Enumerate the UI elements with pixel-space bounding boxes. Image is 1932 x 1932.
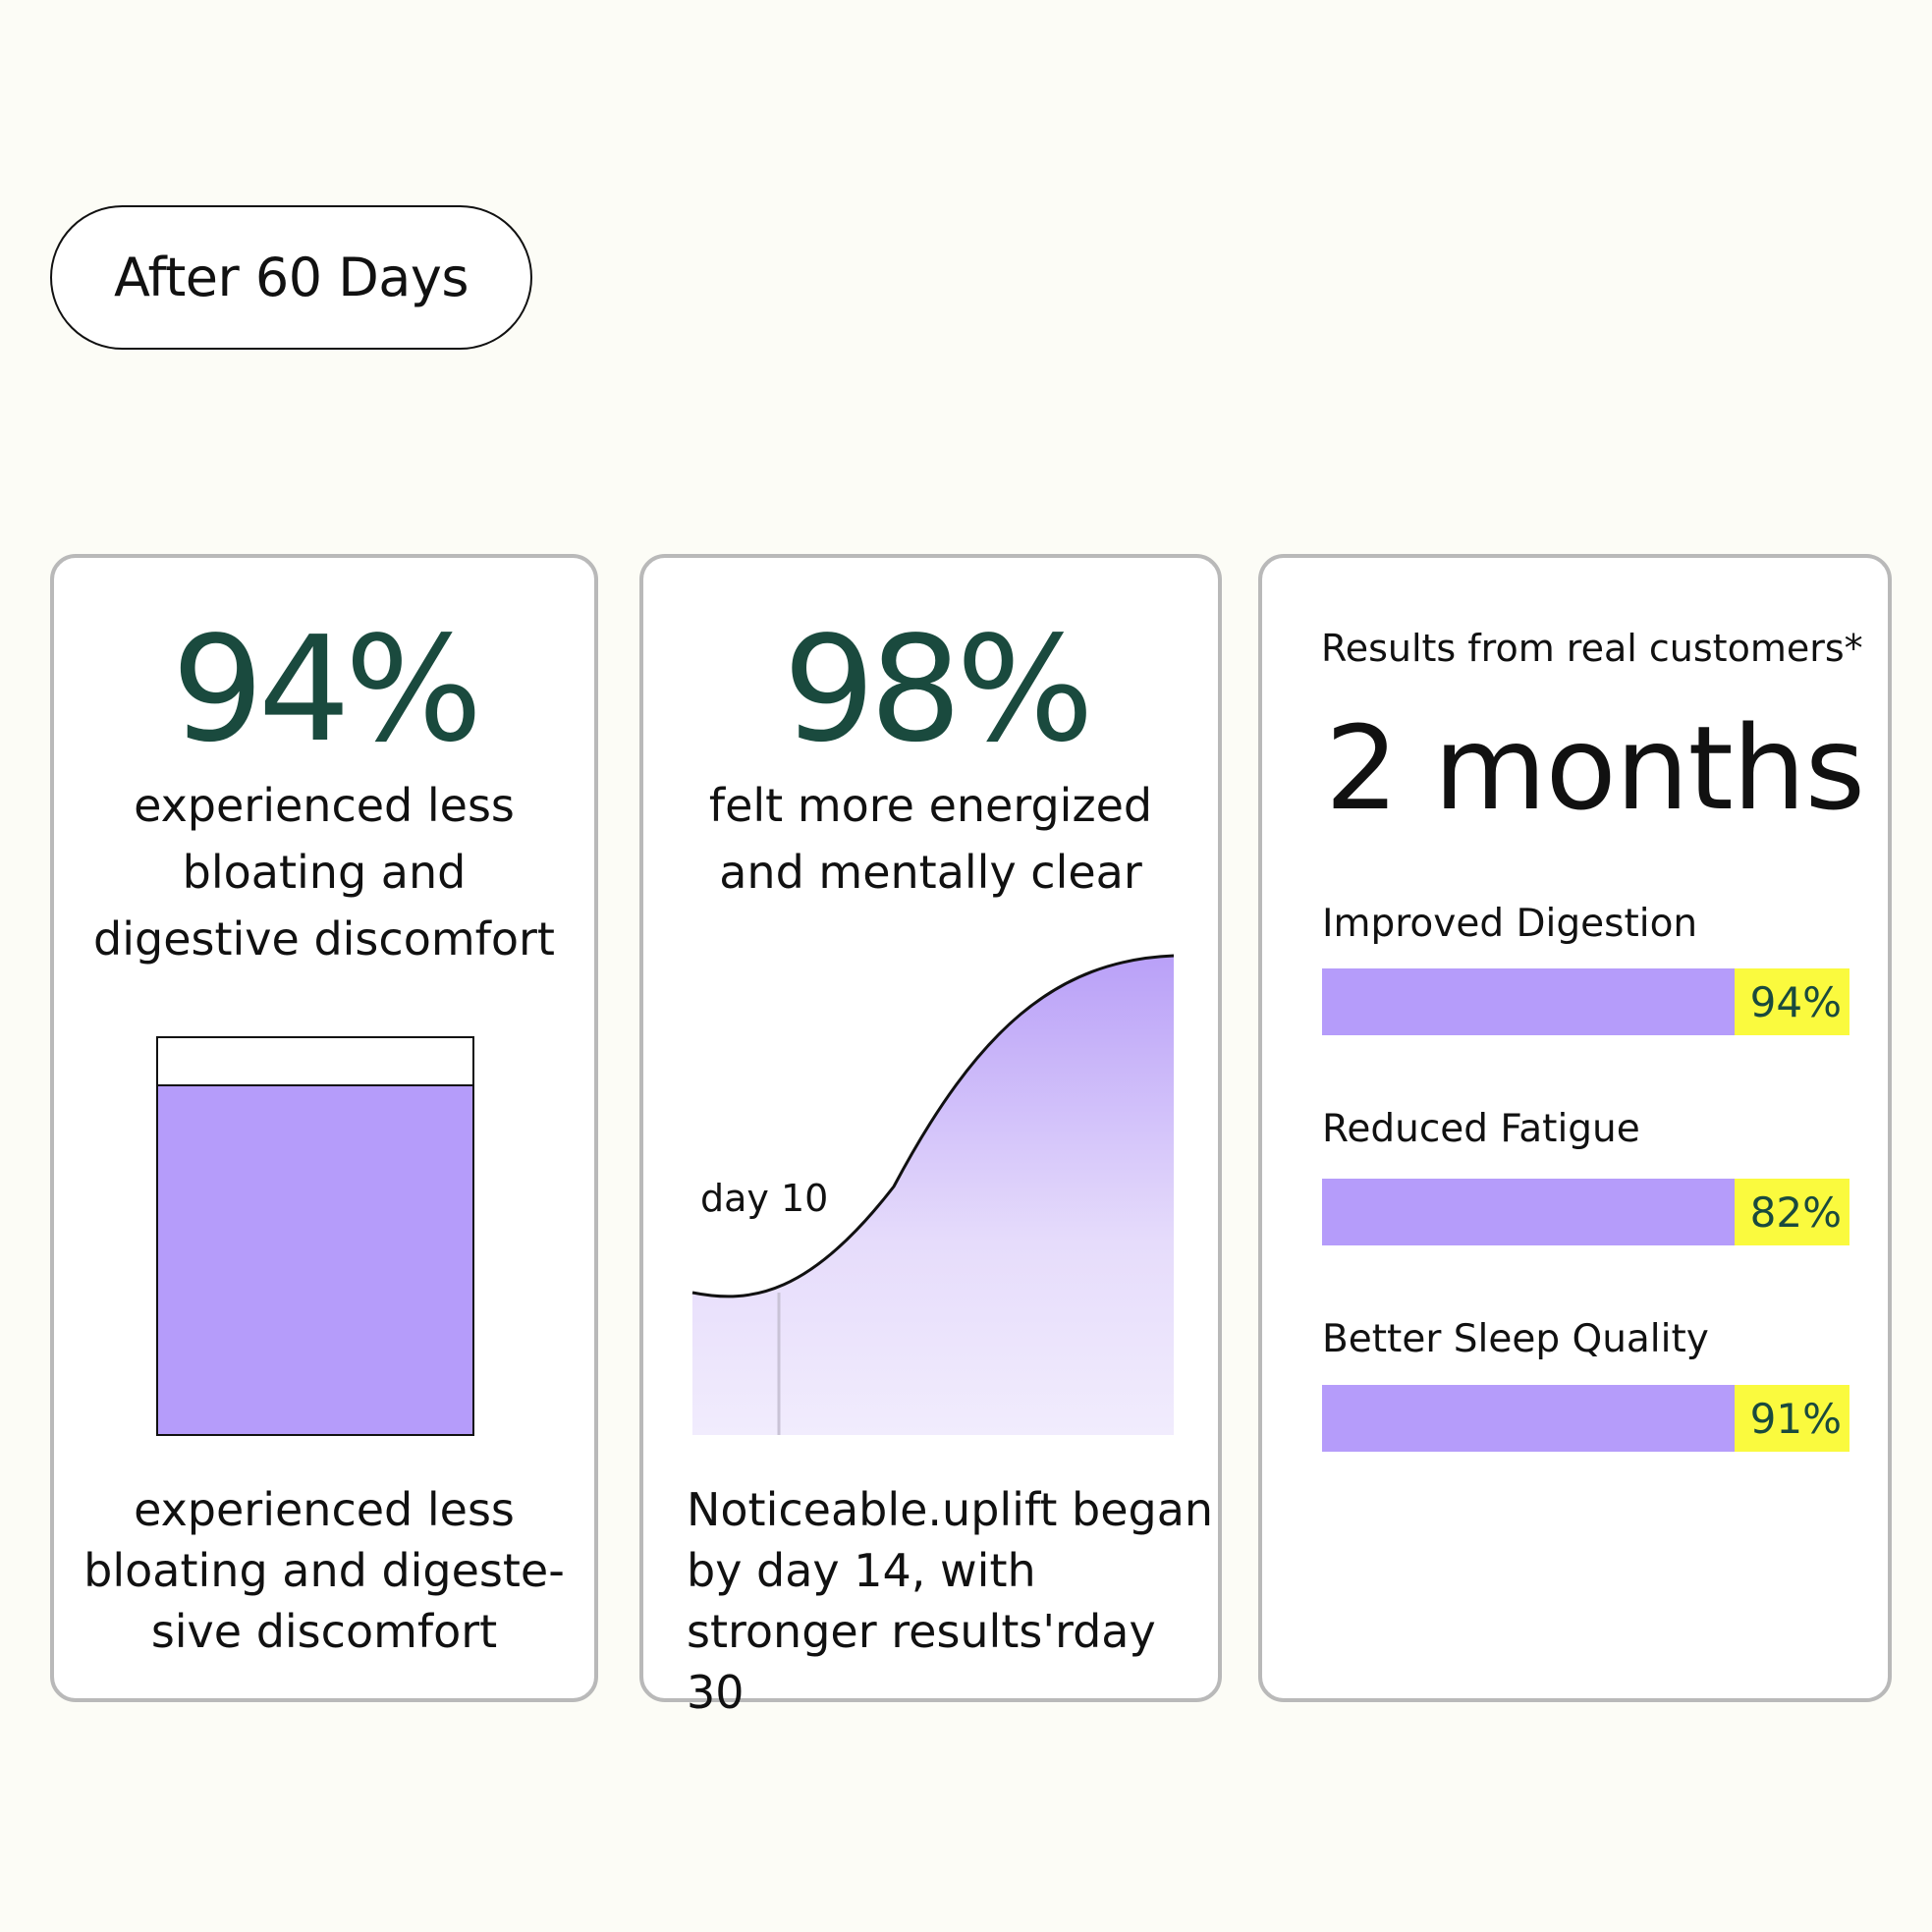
metric-label: Reduced Fatigue [1322,1107,1640,1151]
card2-description-line: felt more energized [708,779,1153,832]
metric-label: Improved Digestion [1322,902,1698,946]
card2-footer-line: Noticeable.uplift began [687,1483,1214,1536]
card1-description: experienced less bloating and digestive … [54,772,594,972]
energy-curve-area [692,956,1174,1435]
metric-value: 82% [1735,1179,1849,1245]
glass-fill-level [156,1084,474,1436]
customer-results-card: Results from real customers* 2 months Im… [1258,554,1892,1702]
card2-percent: 98% [783,605,1094,774]
metric-value: 91% [1735,1385,1849,1452]
energy-curve-line [691,954,1175,1298]
card1-percent: 94% [171,605,483,774]
after-60-days-badge: After 60 Days [50,205,532,350]
metric-bar: 82% [1322,1179,1849,1245]
digestion-stat-card: 94% experienced less bloating and digest… [50,554,598,1702]
energy-curve-chart [691,954,1175,1435]
metric-value: 94% [1735,968,1849,1035]
day-10-label: day 10 [700,1177,829,1220]
card2-footer-line: by day 14, with [687,1544,1036,1597]
card1-description-line: bloating and [182,846,467,899]
card2-footer-line: stronger results'rday 30 [687,1605,1156,1719]
card1-footer-line: bloating and digeste- [83,1544,565,1597]
energy-stat-card: 98% felt more energized and mentally cle… [639,554,1222,1719]
glass-fill-graphic [156,1036,474,1436]
metric-bar: 91% [1322,1385,1849,1452]
metric-label: Better Sleep Quality [1322,1317,1709,1361]
card1-footer: experienced less bloating and digeste- s… [54,1479,594,1662]
card2-description: felt more energized and mentally clear [643,772,1218,906]
results-header: Results from real customers* [1321,627,1863,670]
badge-label: After 60 Days [114,247,469,308]
card2-description-line: and mentally clear [719,846,1142,899]
duration-label: 2 months [1325,700,1865,836]
card1-description-line: digestive discomfort [93,912,555,966]
card1-footer-line: experienced less [134,1483,515,1536]
card1-description-line: experienced less [134,779,515,832]
metric-bar: 94% [1322,968,1849,1035]
card1-footer-line: sive discomfort [150,1605,498,1658]
card2-footer: Noticeable.uplift began by day 14, with … [687,1479,1218,1723]
